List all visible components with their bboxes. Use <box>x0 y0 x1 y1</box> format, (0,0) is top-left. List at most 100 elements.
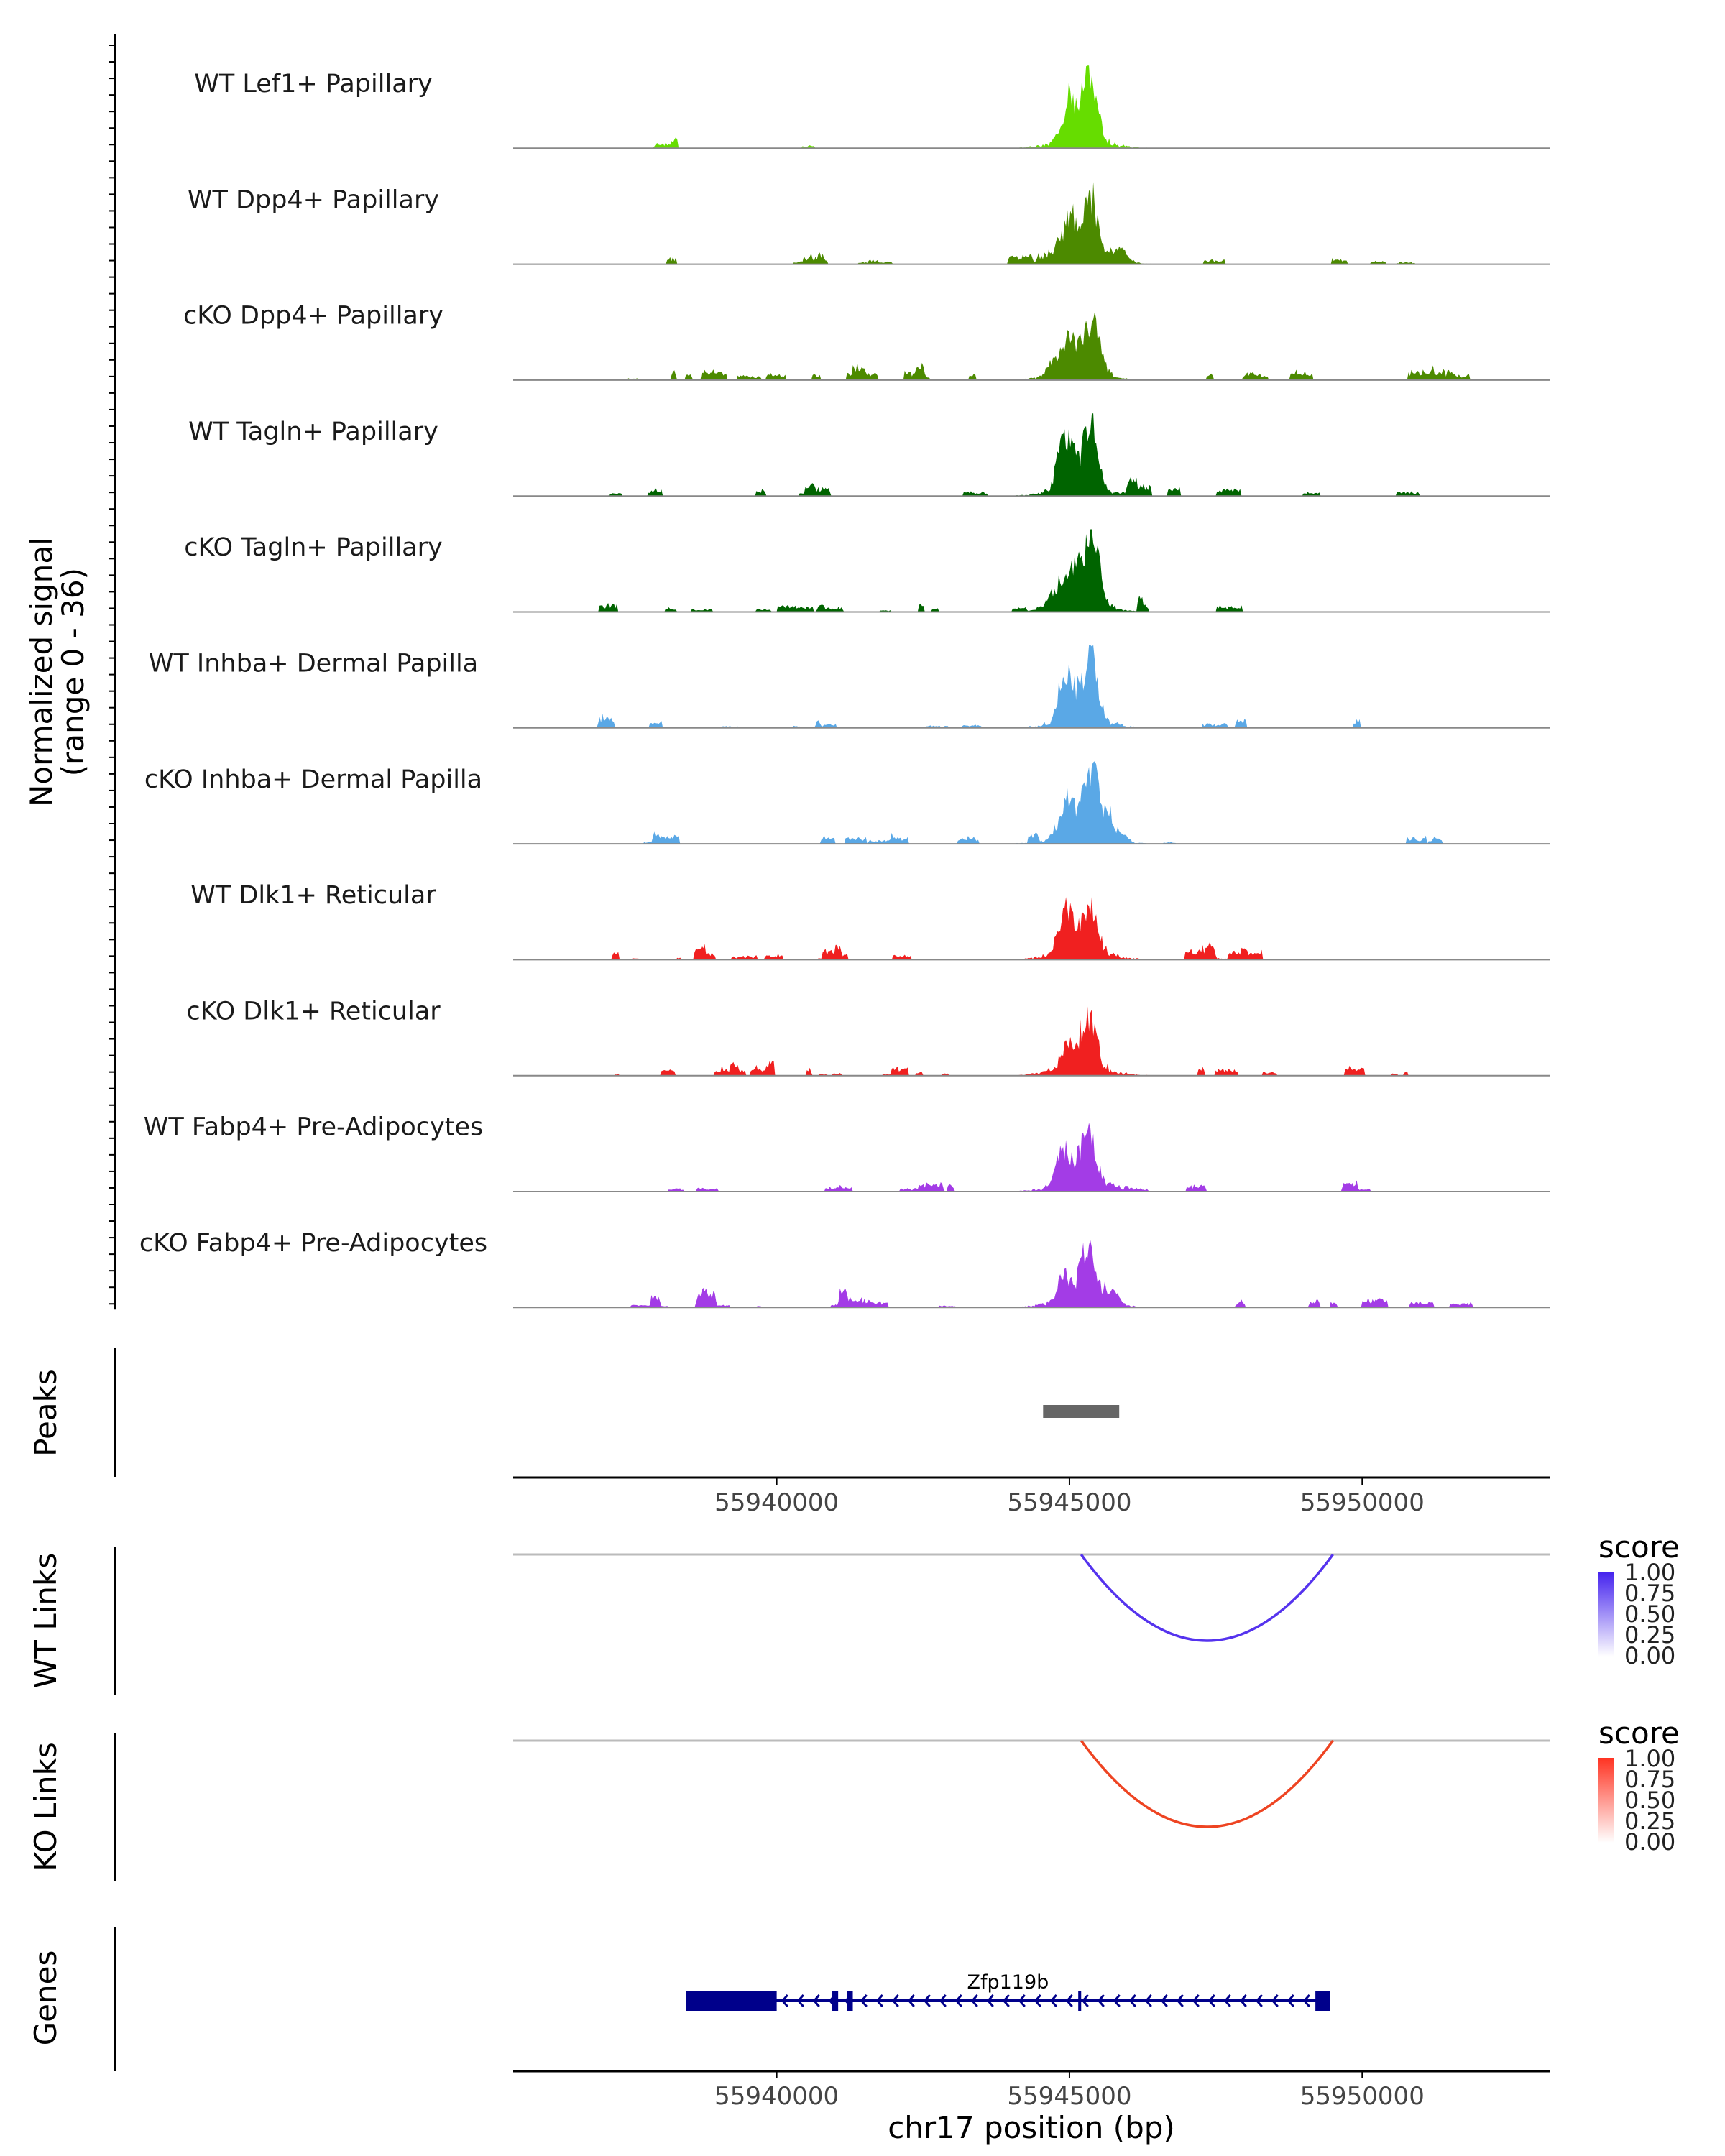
strand-arrow <box>1302 1994 1310 2007</box>
strand-arrow <box>954 1994 962 2007</box>
gene-exon <box>847 1991 853 2011</box>
legend-title: score <box>1598 1715 1680 1751</box>
x-tick-label: 55950000 <box>1300 1488 1425 1517</box>
strand-arrow <box>1287 1994 1294 2007</box>
track-label: cKO Dpp4+ Papillary <box>183 302 443 331</box>
strand-arrow <box>1081 1994 1089 2007</box>
coverage-area <box>513 413 1550 497</box>
coverage-area <box>513 645 1550 728</box>
coverage-track: WT Fabp4+ Pre-Adipocytes <box>144 1113 1550 1192</box>
strand-arrow <box>860 1994 868 2007</box>
strand-arrow <box>781 1994 788 2007</box>
track-label: WT Fabp4+ Pre-Adipocytes <box>144 1113 483 1142</box>
strand-arrow <box>907 1994 915 2007</box>
coverage-area <box>513 65 1550 149</box>
gene-exon <box>832 1991 839 2011</box>
strand-arrow <box>986 1994 994 2007</box>
legend-title: score <box>1598 1529 1680 1565</box>
coverage-panel: Normalized signal(range 0 - 36) WT Lef1+ … <box>24 34 1550 1310</box>
strand-arrow <box>1097 1994 1105 2007</box>
gene-exon <box>1315 1991 1330 2011</box>
coverage-area <box>513 312 1550 380</box>
x-tick-label: 55940000 <box>714 1488 839 1517</box>
track-label: cKO Inhba+ Dermal Papilla <box>144 765 482 794</box>
coverage-ylabel-line1: Normalized signal <box>24 537 59 807</box>
strand-arrow <box>923 1994 931 2007</box>
coverage-track: cKO Fabp4+ Pre-Adipocytes <box>139 1229 1550 1309</box>
coverage-area <box>513 182 1550 264</box>
strand-arrow <box>1034 1994 1041 2007</box>
x-tick-label: 55945000 <box>1007 1488 1131 1517</box>
x-axis-title: chr17 position (bp) <box>888 2110 1175 2145</box>
strand-arrow <box>875 1994 883 2007</box>
genes-ylabel: Genes <box>28 1950 63 2046</box>
strand-arrow <box>1128 1994 1136 2007</box>
track-label: WT Tagln+ Papillary <box>188 418 438 446</box>
strand-arrow <box>970 1994 978 2007</box>
legend-tick-label: 1.00 <box>1624 1559 1675 1586</box>
x-tick-label: 55945000 <box>1007 2082 1131 2111</box>
gene-exon <box>686 1991 777 2011</box>
coverage-area <box>513 895 1550 960</box>
legend-colorbar <box>1598 1758 1614 1843</box>
gene-name-label: Zfp119b <box>967 1971 1049 1994</box>
track-label: WT Dlk1+ Reticular <box>190 881 436 910</box>
legend-colorbar <box>1598 1572 1614 1657</box>
coverage-area <box>513 1006 1550 1076</box>
strand-arrow <box>939 1994 947 2007</box>
strand-arrow <box>1239 1994 1247 2007</box>
coverage-area <box>513 761 1550 844</box>
x-tick-label: 55950000 <box>1300 2082 1425 2111</box>
strand-arrow <box>1160 1994 1168 2007</box>
legend-tick-label: 0.25 <box>1624 1621 1675 1649</box>
strand-arrow <box>796 1994 804 2007</box>
coverage-track: WT Tagln+ Papillary <box>188 413 1550 497</box>
links-ylabel: WT Links <box>28 1553 63 1688</box>
legend-tick-label: 0.75 <box>1624 1766 1675 1793</box>
strand-arrow <box>1065 1994 1073 2007</box>
strand-arrow <box>1271 1994 1279 2007</box>
legend-tick-label: 1.00 <box>1624 1745 1675 1772</box>
coverage-area <box>513 529 1550 612</box>
legend-tick-label: 0.50 <box>1624 1787 1675 1814</box>
strand-arrow <box>1176 1994 1184 2007</box>
coverage-track: cKO Tagln+ Papillary <box>184 529 1550 613</box>
track-label: WT Dpp4+ Papillary <box>188 185 439 214</box>
legend-tick-label: 0.00 <box>1624 1642 1675 1669</box>
strand-arrow <box>1192 1994 1200 2007</box>
gene-exon <box>1078 1991 1082 2011</box>
strand-arrow <box>1144 1994 1152 2007</box>
legend-tick-label: 0.50 <box>1624 1600 1675 1628</box>
strand-arrow <box>1223 1994 1231 2007</box>
legend-tick-label: 0.75 <box>1624 1580 1675 1607</box>
legend-tick-label: 0.00 <box>1624 1828 1675 1856</box>
coverage-track: WT Inhba+ Dermal Papilla <box>149 645 1550 729</box>
track-label: cKO Tagln+ Papillary <box>184 533 443 562</box>
coverage-track: cKO Inhba+ Dermal Papilla <box>144 761 1550 845</box>
coverage-track: WT Dlk1+ Reticular <box>190 881 1550 961</box>
track-label: WT Lef1+ Papillary <box>194 70 433 98</box>
coverage-track: cKO Dpp4+ Papillary <box>183 302 1550 381</box>
link-arc <box>1080 1553 1334 1642</box>
strand-arrow <box>1113 1994 1121 2007</box>
strand-arrow <box>1255 1994 1263 2007</box>
coverage-area <box>513 1240 1550 1308</box>
coverage-track: WT Lef1+ Papillary <box>194 65 1550 149</box>
track-label: WT Inhba+ Dermal Papilla <box>149 650 478 678</box>
peak-region <box>1043 1405 1120 1418</box>
strand-arrow <box>812 1994 820 2007</box>
track-label: cKO Fabp4+ Pre-Adipocytes <box>139 1229 487 1258</box>
coverage-track: WT Dpp4+ Papillary <box>188 182 1550 265</box>
peaks-panel: Peaks 55940000 55945000 55950000 <box>28 1348 1550 1517</box>
strand-arrow <box>1002 1994 1010 2007</box>
strand-arrow <box>1018 1994 1026 2007</box>
links-ylabel: KO Links <box>28 1742 63 1871</box>
coverage-track: cKO Dlk1+ Reticular <box>186 997 1550 1077</box>
peaks-ylabel: Peaks <box>28 1369 63 1457</box>
track-label: cKO Dlk1+ Reticular <box>186 997 441 1026</box>
strand-arrow <box>1208 1994 1215 2007</box>
